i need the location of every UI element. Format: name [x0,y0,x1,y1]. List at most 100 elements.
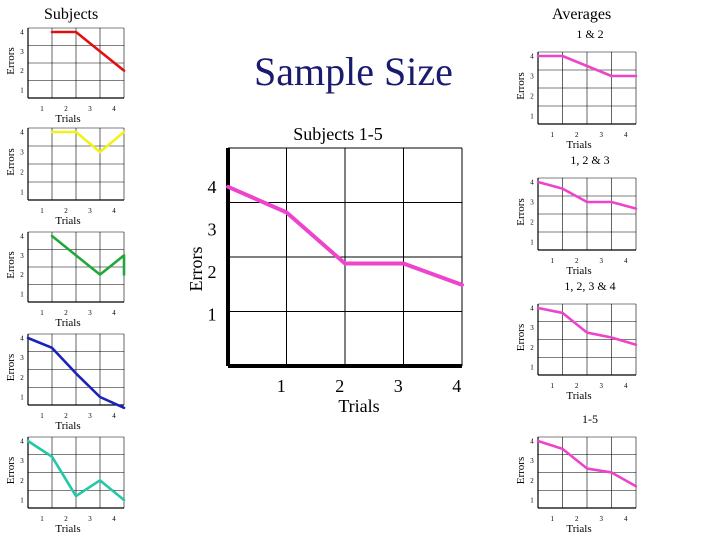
subject-3-y-tick-label: 4 [20,233,24,241]
subject-1-y-tick-label: 3 [20,48,24,56]
subject-4-series-line [26,336,126,410]
avg-1-5-x-axis-label: Trials [566,523,591,535]
avg-1-2-x-tick-label: 3 [600,131,604,139]
subject-4-x-tick-label: 1 [40,412,44,420]
big-1-5-x-tick-label: 4 [452,376,461,396]
avg-1-2-y-tick-label: 1 [530,113,534,121]
avg-1-2-3-4-x-tick-label: 2 [575,382,579,390]
avg-1-5-y-tick-label: 3 [530,457,534,465]
avg-1-2-y-tick-label: 3 [530,73,534,81]
subject-4-x-axis-label: Trials [55,420,80,432]
subject-3-y-tick-label: 1 [20,291,24,299]
subject-1-y-tick-label: 4 [20,29,24,37]
avg-1-2-3-x-axis-label: Trials [566,265,591,277]
subject-1-x-tick-label: 4 [112,105,116,113]
subject-3-x-tick-label: 2 [64,309,68,317]
avg-1-2-3-4-y-axis-label: Errors [515,324,527,352]
avg-1-2-x-axis-label: Trials [566,139,591,151]
subject-2-y-tick-label: 4 [20,129,24,137]
subject-5-y-tick-label: 1 [20,497,24,505]
avg-1-2-3-4-y-tick-label: 1 [530,364,534,372]
big-1-5-y-tick-label: 3 [208,219,217,239]
avg-1-5-y-tick-label: 4 [530,438,534,446]
subject-3-y-tick-label: 2 [20,271,24,279]
subject-1-x-tick-label: 1 [40,105,44,113]
subject-5-x-tick-label: 4 [112,515,116,523]
avg-1-2-3-4-y-tick-label: 2 [530,344,534,352]
avg-1-2-3-4-y-tick-label: 4 [530,305,534,313]
subject-2-series-line [50,130,126,154]
subject-2-y-axis-label: Errors [5,148,17,176]
avg-1-2-3-y-tick-label: 3 [530,199,534,207]
subject-1-y-tick-label: 2 [20,67,24,75]
subject-5-x-tick-label: 2 [64,515,68,523]
avg-1-2-3-4-x-tick-label: 1 [551,382,555,390]
subject-4-x-tick-label: 3 [88,412,92,420]
big-1-5-x-tick-label: 1 [277,376,286,396]
subject-4-y-tick-label: 2 [20,374,24,382]
avg-1-2-y-tick-label: 4 [530,53,534,61]
subject-5-y-axis-label: Errors [5,457,17,485]
avg-1-5-y-axis-label: Errors [515,457,527,485]
avg-1-2-3-4-series-line [536,306,638,347]
avg-1-2-3-4-x-tick-label: 4 [624,382,628,390]
subject-4-x-tick-label: 2 [64,412,68,420]
avg-1-2-3-y-tick-label: 4 [530,179,534,187]
subject-2-x-tick-label: 4 [112,207,116,215]
big-1-5-y-tick-label: 1 [208,305,217,325]
subject-3-y-axis-label: Errors [5,251,17,279]
subject-3-series-line [50,234,126,276]
big-1-5-x-tick-label: 3 [394,376,403,396]
avg-1-2-3-4-x-axis-label: Trials [566,390,591,402]
big-1-5-title: Subjects 1-5 [293,124,383,144]
avg-1-5-x-tick-label: 2 [575,515,579,523]
subject-4-y-tick-label: 4 [20,335,24,343]
avg-1-2-3-x-tick-label: 1 [551,257,555,265]
subject-3-x-axis-label: Trials [55,317,80,329]
subject-1-x-tick-label: 3 [88,105,92,113]
avg-1-2-title: 1 & 2 [576,27,603,41]
big-1-5-y-axis-label: Errors [186,247,206,292]
subject-1-x-tick-label: 2 [64,105,68,113]
avg-1-2-x-tick-label: 1 [551,131,555,139]
subject-3-x-tick-label: 1 [40,309,44,317]
subject-3-y-tick-label: 3 [20,252,24,260]
subject-1-x-axis-label: Trials [55,113,80,125]
avg-1-2-3-y-tick-label: 2 [530,219,534,227]
right-heading: Averages [552,6,612,23]
avg-1-2-3-x-tick-label: 4 [624,257,628,265]
avg-1-5-x-tick-label: 3 [600,515,604,523]
subject-5-x-tick-label: 1 [40,515,44,523]
avg-1-5-x-tick-label: 1 [551,515,555,523]
subject-1-y-tick-label: 1 [20,87,24,95]
avg-1-2-3-4-title: 1, 2, 3 & 4 [564,279,615,293]
avg-1-2-x-tick-label: 4 [624,131,628,139]
avg-1-5-x-tick-label: 4 [624,515,628,523]
subject-5-x-tick-label: 3 [88,515,92,523]
subject-2-y-tick-label: 3 [20,149,24,157]
big-1-5-series-line [226,184,464,287]
subject-1-series-line [50,30,126,72]
subject-2-y-tick-label: 2 [20,169,24,177]
avg-1-5-y-tick-label: 2 [530,477,534,485]
subject-2-x-tick-label: 1 [40,207,44,215]
subject-4-y-tick-label: 1 [20,394,24,402]
page-title: Sample Size [254,49,453,94]
subject-5-x-axis-label: Trials [55,523,80,535]
subject-1-y-axis-label: Errors [5,47,17,75]
avg-1-5-y-tick-label: 1 [530,497,534,505]
avg-1-2-3-x-tick-label: 3 [600,257,604,265]
subject-3-x-tick-label: 4 [112,309,116,317]
avg-1-2-series-line [536,54,638,78]
subject-5-y-tick-label: 2 [20,477,24,485]
subject-5-y-tick-label: 3 [20,457,24,465]
avg-1-2-3-4-x-tick-label: 3 [600,382,604,390]
big-1-5-x-tick-label: 2 [335,376,344,396]
subject-5-series-line [26,439,126,502]
subject-5-y-tick-label: 4 [20,438,24,446]
subject-4-x-tick-label: 4 [112,412,116,420]
avg-1-2-3-series-line [536,180,638,210]
big-1-5-y-tick-label: 2 [208,262,217,282]
left-heading: Subjects [44,6,99,23]
